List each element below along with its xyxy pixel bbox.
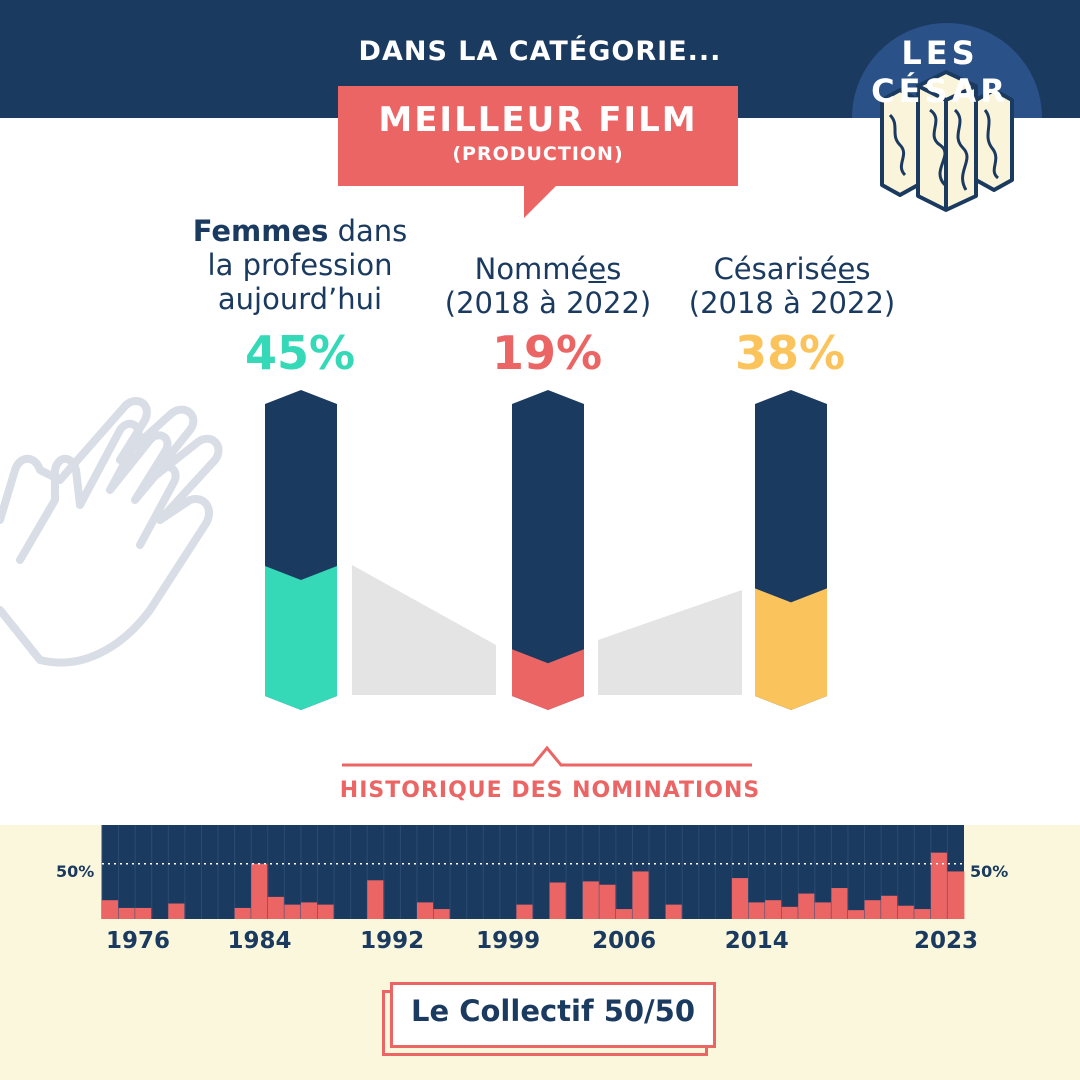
year-tick-label: 2014: [724, 928, 789, 954]
history-title: HISTORIQUE DES NOMINATIONS: [339, 778, 761, 803]
col-awarded-label: Césarisé: [713, 252, 838, 286]
bar-fill-awarded: [755, 588, 827, 710]
clapping-hands-icon: [0, 397, 223, 667]
col-nominated-head: Nommées (2018 à 2022): [398, 252, 698, 320]
connector-shape-left: [352, 565, 496, 695]
history-bracket: [342, 745, 752, 767]
category-kicker: DANS LA CATÉGORIE...: [358, 36, 722, 67]
col-nominated-label: Nommé: [474, 252, 589, 286]
col-women-line2: la profession: [207, 248, 393, 282]
col-women-bold: Femmes: [192, 214, 329, 248]
bar-bg-awarded: [755, 390, 827, 710]
category-subtitle: (PRODUCTION): [452, 143, 624, 165]
col-awarded-end: s: [855, 252, 871, 286]
bar-bg-women: [265, 390, 337, 710]
col-awarded-u: e: [837, 252, 856, 286]
value-label-women: 45%: [244, 326, 356, 380]
value-label-awarded: 38%: [734, 326, 846, 380]
bar-fill-nominated: [512, 649, 584, 710]
bar-bg-nominated: [512, 390, 584, 710]
footer-label: Le Collectif 50/50: [410, 994, 695, 1028]
ref-label-right: 50%: [970, 862, 1009, 881]
year-tick-label: 1976: [105, 928, 170, 954]
col-nominated-u: e: [588, 252, 607, 286]
col-awarded-head: Césarisées (2018 à 2022): [642, 252, 942, 320]
year-tick-label: 1992: [360, 928, 425, 954]
category-title: MEILLEUR FILM: [378, 100, 698, 140]
col-nominated-line2: (2018 à 2022): [444, 286, 652, 320]
bar-fill-women: [265, 566, 337, 710]
ref-label-left: 50%: [56, 862, 95, 881]
year-tick-label: 2023: [913, 928, 978, 954]
connector-shape-right: [598, 590, 742, 695]
category-badge: [338, 86, 738, 186]
col-women-head: Femmes dans la profession aujourd’hui: [150, 214, 450, 316]
col-nominated-end: s: [606, 252, 622, 286]
brand-title: LES CÉSAR: [871, 34, 1009, 110]
col-women-rest: dans: [328, 214, 408, 248]
col-women-line3: aujourd’hui: [217, 282, 383, 316]
value-label-nominated: 19%: [491, 326, 603, 380]
col-awarded-line2: (2018 à 2022): [688, 286, 896, 320]
category-badge-tail: [524, 184, 558, 218]
footer-box: [390, 982, 716, 1048]
year-tick-label: 1984: [227, 928, 292, 954]
year-tick-label: 2006: [592, 928, 657, 954]
year-tick-label: 1999: [476, 928, 541, 954]
